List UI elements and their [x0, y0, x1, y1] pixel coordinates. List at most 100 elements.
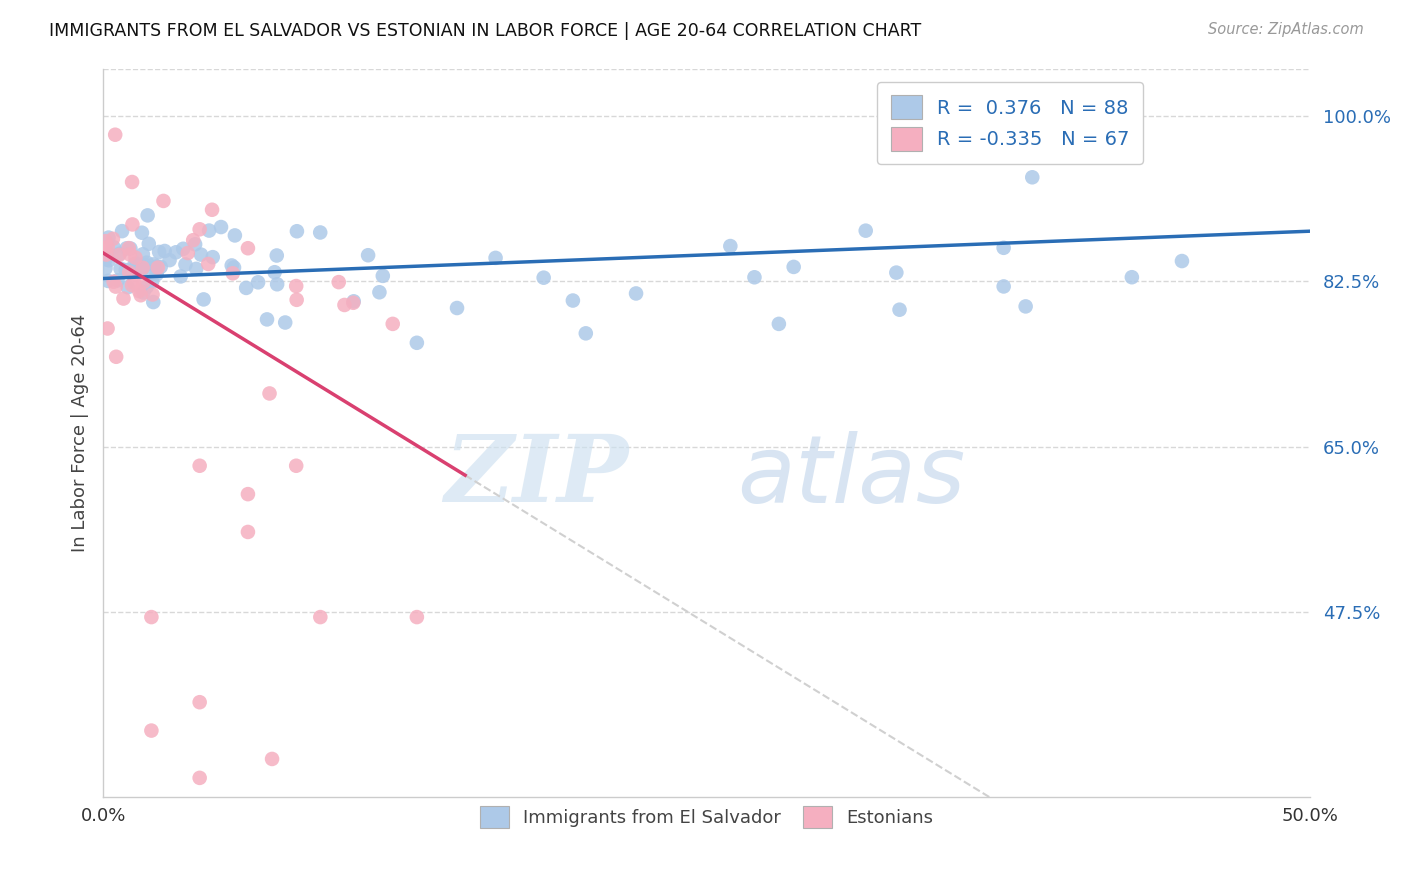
Point: [141, 610, 163, 624]
Point: [309, 226, 332, 240]
Point: [170, 269, 193, 284]
Point: [177, 246, 200, 260]
Point: [145, 267, 167, 281]
Point: [224, 228, 246, 243]
Point: [97, 240, 120, 254]
Point: [146, 260, 169, 274]
Point: [139, 268, 162, 282]
Point: [136, 208, 159, 222]
Point: [115, 241, 138, 255]
Point: [285, 293, 308, 307]
Text: Source: ZipAtlas.com: Source: ZipAtlas.com: [1208, 22, 1364, 37]
Point: [128, 284, 150, 298]
Point: [744, 270, 766, 285]
Point: [328, 275, 350, 289]
Point: [97, 253, 120, 268]
Point: [886, 266, 908, 280]
Point: [135, 280, 157, 294]
Point: [575, 326, 598, 341]
Point: [122, 276, 145, 290]
Point: [152, 194, 174, 208]
Point: [121, 218, 143, 232]
Point: [256, 312, 278, 326]
Text: IMMIGRANTS FROM EL SALVADOR VS ESTONIAN IN LABOR FORCE | AGE 20-64 CORRELATION C: IMMIGRANTS FROM EL SALVADOR VS ESTONIAN …: [49, 22, 921, 40]
Point: [142, 287, 165, 301]
Point: [381, 317, 404, 331]
Point: [343, 294, 366, 309]
Point: [125, 261, 148, 276]
Point: [181, 233, 204, 247]
Point: [624, 286, 647, 301]
Point: [236, 524, 259, 539]
Point: [184, 237, 207, 252]
Point: [129, 288, 152, 302]
Point: [193, 293, 215, 307]
Point: [484, 251, 506, 265]
Point: [201, 202, 224, 217]
Point: [117, 280, 139, 294]
Point: [112, 292, 135, 306]
Point: [263, 265, 285, 279]
Point: [342, 295, 364, 310]
Point: [266, 277, 288, 292]
Point: [94, 261, 117, 276]
Point: [236, 241, 259, 255]
Point: [1121, 270, 1143, 285]
Point: [993, 241, 1015, 255]
Point: [153, 244, 176, 258]
Point: [221, 259, 243, 273]
Point: [768, 317, 790, 331]
Point: [285, 458, 308, 473]
Point: [104, 128, 127, 142]
Point: [1014, 300, 1036, 314]
Point: [101, 232, 124, 246]
Point: [188, 771, 211, 785]
Point: [105, 350, 128, 364]
Point: [104, 279, 127, 293]
Point: [127, 263, 149, 277]
Point: [190, 247, 212, 261]
Point: [561, 293, 583, 308]
Point: [782, 260, 804, 274]
Point: [114, 263, 136, 277]
Point: [125, 260, 148, 274]
Point: [132, 247, 155, 261]
Point: [138, 236, 160, 251]
Point: [149, 260, 172, 274]
Point: [174, 258, 197, 272]
Point: [855, 224, 877, 238]
Y-axis label: In Labor Force | Age 20-64: In Labor Force | Age 20-64: [72, 313, 89, 552]
Point: [148, 244, 170, 259]
Point: [172, 242, 194, 256]
Point: [357, 248, 380, 262]
Point: [274, 316, 297, 330]
Point: [236, 487, 259, 501]
Point: [718, 239, 741, 253]
Point: [309, 610, 332, 624]
Point: [405, 335, 427, 350]
Point: [94, 241, 117, 255]
Legend: Immigrants from El Salvador, Estonians: Immigrants from El Salvador, Estonians: [472, 798, 941, 835]
Point: [368, 285, 391, 300]
Point: [285, 279, 308, 293]
Point: [247, 276, 270, 290]
Point: [142, 257, 165, 271]
Point: [159, 253, 181, 268]
Point: [371, 268, 394, 283]
Point: [889, 302, 911, 317]
Point: [142, 295, 165, 310]
Point: [993, 279, 1015, 293]
Point: [97, 230, 120, 244]
Point: [132, 275, 155, 289]
Point: [141, 723, 163, 738]
Point: [146, 260, 169, 275]
Text: ZIP: ZIP: [444, 432, 628, 521]
Point: [222, 266, 245, 280]
Point: [333, 298, 356, 312]
Point: [209, 220, 232, 235]
Point: [446, 301, 468, 315]
Point: [103, 240, 125, 254]
Point: [107, 273, 129, 287]
Point: [118, 247, 141, 261]
Point: [124, 251, 146, 265]
